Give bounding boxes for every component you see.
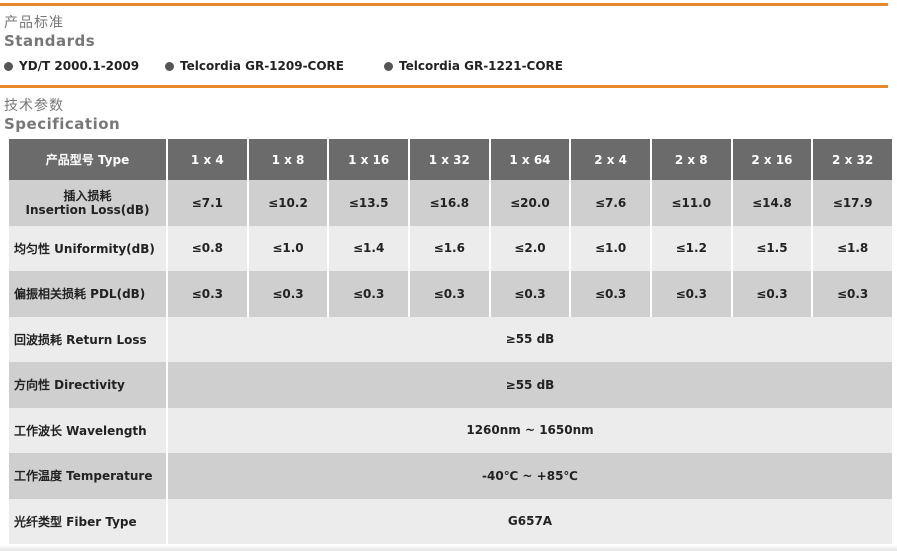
table-cell: ≥55 dB	[168, 362, 892, 408]
bullet-icon	[384, 62, 393, 71]
type-header: 产品型号 Type	[9, 139, 166, 180]
type-column-header: 1 x 8	[248, 139, 328, 180]
type-column-header: 2 x 16	[732, 139, 812, 180]
table-cell: ≤1.6	[409, 225, 489, 271]
row-label: 均匀性 Uniformity(dB)	[9, 225, 166, 271]
table-cell: ≥55 dB	[168, 316, 892, 362]
table-cell: ≤0.3	[168, 271, 247, 317]
table-cell: ≤10.2	[248, 180, 328, 226]
table-cell: G657A	[168, 498, 892, 544]
specification-heading: 技术参数 Specification	[4, 97, 120, 133]
standard-item: YD/T 2000.1-2009	[4, 59, 139, 73]
bullet-icon	[4, 62, 13, 71]
table-cell: ≤2.0	[490, 225, 570, 271]
table-cell: ≤1.4	[329, 225, 408, 271]
table-row-insertion-loss: 插入损耗 Insertion Loss(dB) ≤7.1 ≤10.2 ≤13.5 …	[9, 180, 892, 226]
row-label: 方向性 Directivity	[9, 362, 166, 408]
table-cell: ≤0.3	[732, 271, 812, 317]
table-row-directivity: 方向性 Directivity ≥55 dB	[9, 362, 892, 408]
table-cell: ≤14.8	[732, 180, 812, 226]
table-row-fiber-type: 光纤类型 Fiber Type G657A	[9, 498, 892, 544]
table-cell: ≤11.0	[651, 180, 731, 226]
bottom-edge	[0, 545, 897, 551]
standards-title-cn: 产品标准	[4, 15, 64, 31]
table-cell: ≤1.0	[571, 225, 650, 271]
table-cell: ≤7.1	[168, 180, 247, 226]
standard-item: Telcordia GR-1209-CORE	[165, 59, 344, 73]
top-divider	[0, 3, 888, 6]
specification-title-cn: 技术参数	[4, 98, 64, 114]
type-column-header: 2 x 8	[651, 139, 731, 180]
table-cell: ≤0.3	[813, 271, 892, 317]
table-cell: 1260nm ~ 1650nm	[168, 407, 892, 453]
type-column-header: 1 x 64	[490, 139, 570, 180]
row-label: 偏振相关损耗 PDL(dB)	[9, 271, 166, 317]
row-label: 光纤类型 Fiber Type	[9, 498, 166, 544]
row-label: 插入损耗 Insertion Loss(dB)	[9, 180, 166, 226]
type-column-header: 1 x 16	[329, 139, 408, 180]
row-label: 工作波长 Wavelength	[9, 407, 166, 453]
specification-table: 产品型号 Type 1 x 4 1 x 8 1 x 16 1 x 32 1 x …	[7, 139, 894, 544]
table-row-uniformity: 均匀性 Uniformity(dB) ≤0.8 ≤1.0 ≤1.4 ≤1.6 ≤…	[9, 225, 892, 271]
type-column-header: 1 x 32	[409, 139, 489, 180]
standard-item: Telcordia GR-1221-CORE	[384, 59, 563, 73]
table-cell: ≤0.3	[409, 271, 489, 317]
table-cell: ≤0.8	[168, 225, 247, 271]
table-row-return-loss: 回波损耗 Return Loss ≥55 dB	[9, 316, 892, 362]
table-cell: ≤0.3	[329, 271, 408, 317]
bullet-icon	[165, 62, 174, 71]
section-divider	[0, 85, 888, 88]
table-cell: ≤13.5	[329, 180, 408, 226]
type-column-header: 2 x 4	[571, 139, 650, 180]
type-column-header: 1 x 4	[168, 139, 247, 180]
table-row-pdl: 偏振相关损耗 PDL(dB) ≤0.3 ≤0.3 ≤0.3 ≤0.3 ≤0.3 …	[9, 271, 892, 317]
table-cell: -40℃ ~ +85℃	[168, 453, 892, 499]
table-cell: ≤16.8	[409, 180, 489, 226]
standards-heading: 产品标准 Standards	[4, 14, 95, 50]
table-cell: ≤7.6	[571, 180, 650, 226]
table-cell: ≤0.3	[490, 271, 570, 317]
table-cell: ≤0.3	[571, 271, 650, 317]
table-cell: ≤20.0	[490, 180, 570, 226]
row-label: 回波损耗 Return Loss	[9, 316, 166, 362]
table-cell: ≤1.0	[248, 225, 328, 271]
table-cell: ≤1.5	[732, 225, 812, 271]
table-cell: ≤0.3	[248, 271, 328, 317]
table-row-wavelength: 工作波长 Wavelength 1260nm ~ 1650nm	[9, 407, 892, 453]
specification-title-en: Specification	[4, 115, 121, 133]
standards-title-en: Standards	[4, 32, 96, 50]
table-cell: ≤1.2	[651, 225, 731, 271]
row-label: 工作温度 Temperature	[9, 453, 166, 499]
table-header-row: 产品型号 Type 1 x 4 1 x 8 1 x 16 1 x 32 1 x …	[9, 139, 892, 180]
table-row-temperature: 工作温度 Temperature -40℃ ~ +85℃	[9, 453, 892, 499]
table-cell: ≤1.8	[813, 225, 892, 271]
table-cell: ≤17.9	[813, 180, 892, 226]
table-cell: ≤0.3	[651, 271, 731, 317]
type-column-header: 2 x 32	[813, 139, 892, 180]
